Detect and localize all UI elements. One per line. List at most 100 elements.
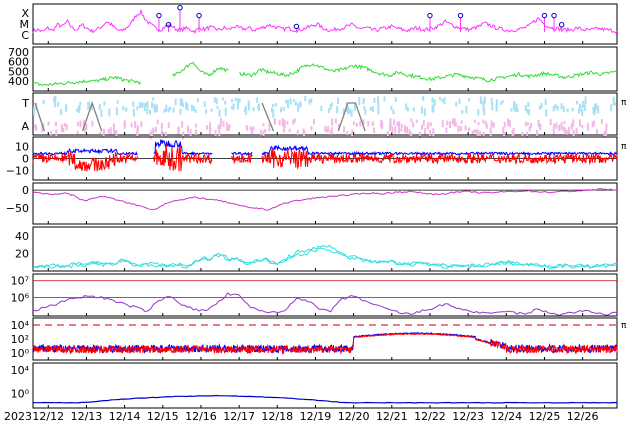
imf-point	[336, 106, 339, 114]
x-axis: 2023 12/12 12/13 12/14 12/15 12/16 12/17 12/18 1…	[4, 410, 598, 423]
imf-point	[353, 103, 356, 111]
imf-point	[285, 99, 288, 104]
imf-point	[491, 102, 494, 111]
imf-point	[62, 127, 65, 133]
imf-point	[144, 103, 147, 107]
imf-point	[325, 128, 328, 133]
panel-imf-direction: TAπ	[21, 92, 627, 140]
imf-point	[394, 97, 397, 102]
imf-point	[216, 105, 219, 110]
imf-point	[329, 104, 332, 110]
flare-peak-marker	[156, 12, 162, 19]
imf-point	[594, 103, 597, 112]
imf-point	[404, 125, 406, 131]
imf-point	[422, 96, 425, 101]
imf-point	[294, 101, 297, 106]
imf-point	[181, 121, 184, 128]
imf-point	[596, 129, 598, 135]
imf-point	[109, 127, 112, 135]
imf-point	[482, 132, 485, 137]
imf-point	[222, 120, 225, 128]
panel-frame	[32, 362, 618, 409]
imf-point	[156, 119, 159, 125]
imf-point	[206, 125, 209, 130]
imf-point	[262, 123, 265, 127]
imf-point	[83, 126, 86, 133]
imf-point	[153, 105, 156, 113]
imf-point	[473, 119, 476, 124]
imf-point	[272, 109, 275, 118]
plot-panels: XMC400500600700TAπ100−10π0−50204010⁶10⁷1…	[6, 3, 627, 409]
imf-point	[528, 126, 531, 132]
imf-point	[324, 126, 327, 132]
imf-point	[501, 100, 504, 104]
y-tick-label: 400	[8, 75, 29, 88]
y-tick-label: 0	[22, 184, 29, 197]
imf-point	[125, 107, 128, 112]
imf-point	[453, 118, 456, 126]
imf-point	[152, 127, 155, 132]
y-tick-label: 40	[15, 230, 29, 243]
imf-point	[328, 108, 331, 113]
imf-point	[565, 129, 568, 135]
imf-point	[280, 107, 282, 113]
imf-point	[102, 131, 105, 137]
imf-point	[572, 130, 575, 136]
y-tick-label: T	[21, 97, 29, 110]
imf-point	[392, 109, 395, 115]
imf-point	[461, 109, 464, 114]
imf-point	[252, 126, 255, 131]
x-tick-label: 12/16	[185, 410, 217, 423]
imf-point	[179, 108, 182, 115]
imf-point	[511, 130, 514, 134]
y-tick-label: 10⁶	[11, 292, 30, 305]
panel-imf-bz-bt: 100−10 π	[6, 136, 627, 181]
electron-trace	[32, 394, 618, 404]
imf-point	[205, 109, 208, 114]
x-tick-label: 12/25	[529, 410, 561, 423]
imf-point	[458, 98, 461, 105]
y-tick-label: M	[20, 18, 30, 31]
imf-point	[408, 129, 411, 135]
imf-point	[47, 121, 50, 126]
imf-point	[460, 120, 463, 124]
imf-point	[563, 121, 566, 125]
imf-point	[347, 106, 350, 115]
imf-point	[355, 122, 358, 128]
imf-point	[33, 107, 35, 116]
imf-point	[310, 98, 313, 103]
imf-point	[560, 122, 563, 131]
imf-point	[228, 124, 230, 131]
y-tick-label: 20	[15, 247, 29, 260]
imf-point	[562, 126, 565, 132]
imf-point	[482, 100, 485, 107]
imf-point	[82, 120, 85, 124]
imf-point	[293, 99, 296, 103]
imf-point	[570, 123, 573, 130]
imf-point	[149, 131, 152, 140]
imf-point	[146, 101, 149, 109]
x-tick-label: 12/20	[338, 410, 370, 423]
imf-point	[213, 97, 216, 103]
imf-point	[449, 121, 451, 129]
imf-point	[99, 131, 102, 135]
imf-point	[50, 130, 53, 136]
imf-point	[90, 104, 93, 108]
imf-point	[76, 108, 79, 112]
imf-point	[521, 131, 524, 137]
imf-point	[576, 100, 579, 105]
imf-point	[247, 100, 250, 107]
imf-point	[400, 123, 403, 128]
imf-point	[154, 126, 157, 133]
kp-trace-secondary	[32, 247, 618, 269]
imf-point	[581, 124, 584, 129]
imf-point	[345, 107, 348, 113]
x-tick-label: 12/14	[109, 410, 141, 423]
imf-point	[459, 125, 462, 132]
imf-point	[289, 98, 292, 105]
imf-point	[362, 98, 365, 105]
imf-point	[595, 103, 598, 111]
imf-point	[190, 104, 193, 111]
imf-point	[592, 120, 595, 127]
